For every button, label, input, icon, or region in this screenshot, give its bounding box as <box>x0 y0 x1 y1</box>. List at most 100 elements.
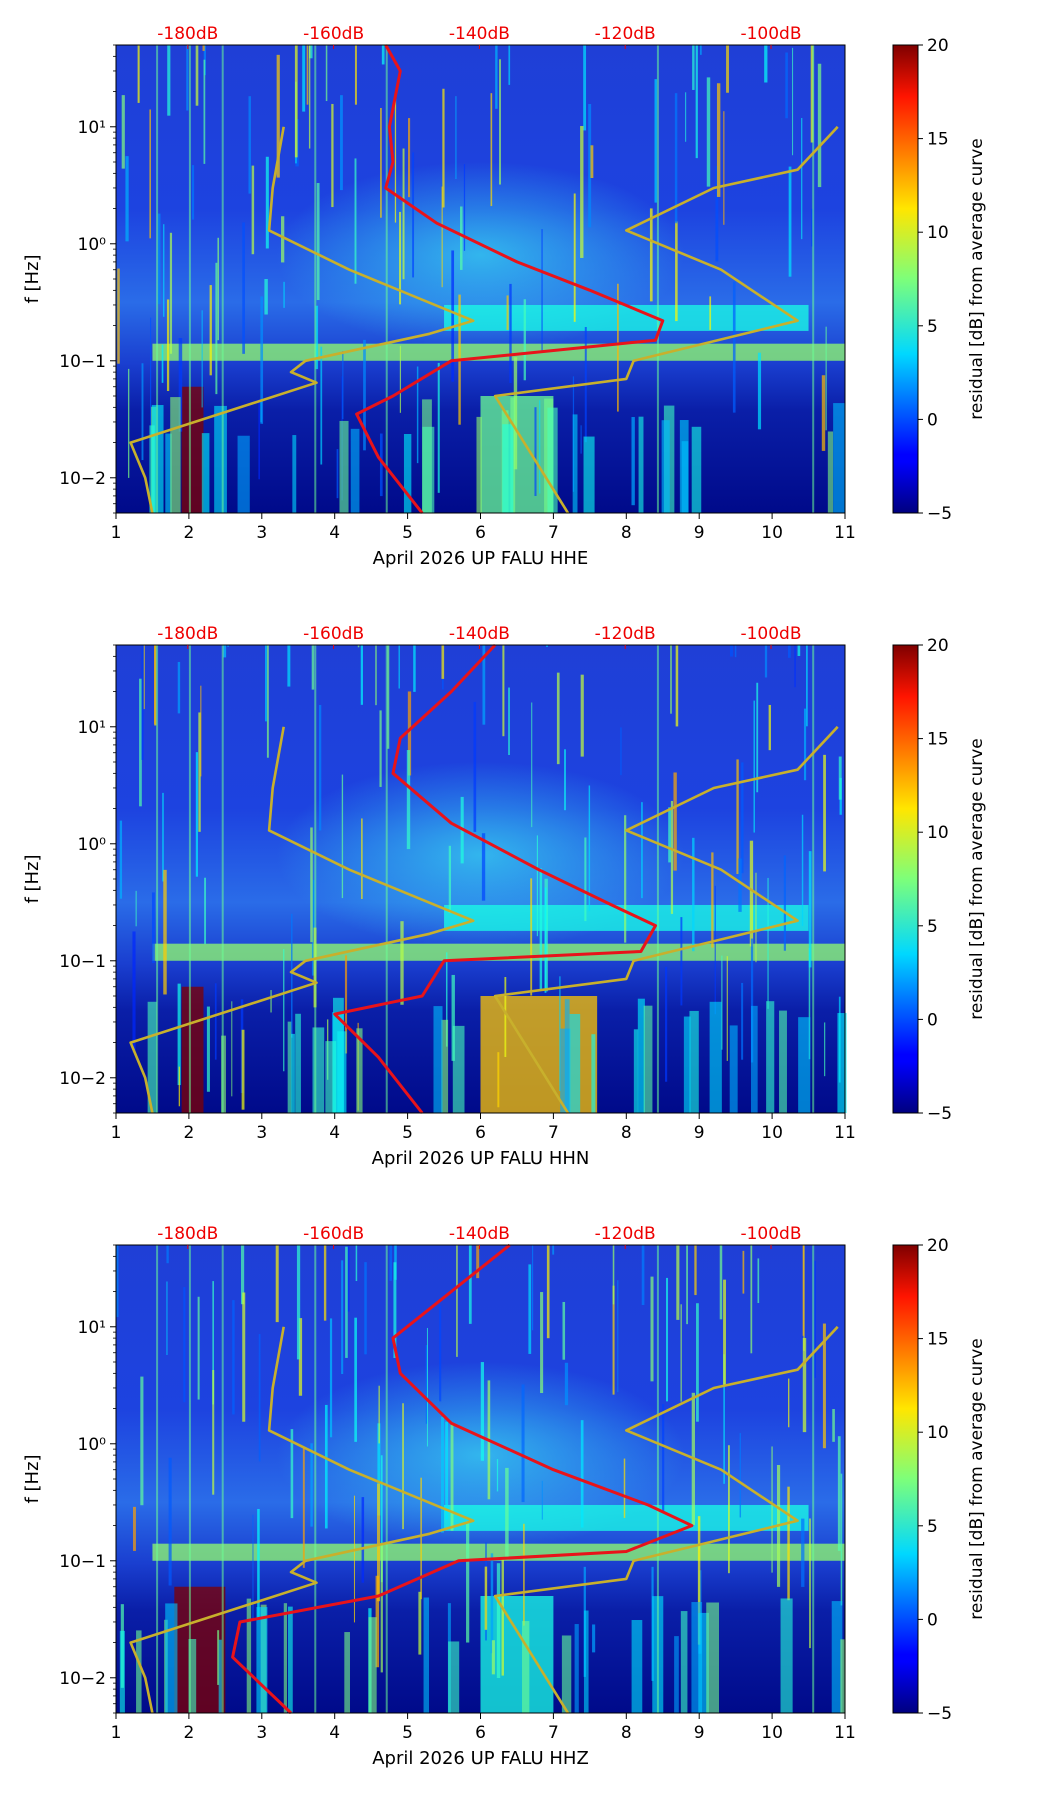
residual-streak <box>584 837 587 922</box>
residual-streak <box>750 1245 753 1354</box>
colorbar-tick-label: 0 <box>927 410 938 430</box>
residual-streak <box>473 701 477 832</box>
residual-streak <box>580 126 584 258</box>
lowfreq-column <box>476 416 482 513</box>
db-label: -100dB <box>740 1224 801 1244</box>
residual-streak <box>195 45 199 106</box>
residual-streak <box>264 279 268 315</box>
residual-streak <box>451 250 455 382</box>
residual-streak <box>803 708 807 781</box>
residual-streak <box>217 1630 220 1685</box>
residual-streak <box>441 645 445 679</box>
residual-streak <box>150 317 152 438</box>
lowfreq-column <box>637 998 645 1113</box>
y-axis-title: f [Hz] <box>22 254 43 303</box>
residual-streak <box>623 1458 626 1518</box>
residual-streak <box>315 305 319 370</box>
x-tick-label: 5 <box>402 1123 413 1143</box>
residual-streak <box>508 45 511 85</box>
residual-streak <box>588 104 592 228</box>
residual-streak <box>377 1483 381 1602</box>
x-tick-label: 4 <box>329 1123 340 1143</box>
colorbar-tick-label: 5 <box>927 1517 938 1537</box>
residual-streak <box>217 237 220 341</box>
residual-streak <box>215 262 218 395</box>
y-axis-title: f [Hz] <box>22 854 43 903</box>
residual-streak <box>169 232 173 354</box>
lowfreq-column <box>779 1010 787 1113</box>
residual-band <box>174 1586 226 1713</box>
lowfreq-column <box>698 1612 709 1713</box>
residual-streak <box>375 1575 380 1668</box>
persistent-line <box>314 645 317 1113</box>
residual-streak <box>399 211 402 305</box>
residual-streak <box>460 206 463 270</box>
residual-streak <box>341 774 344 899</box>
residual-streak <box>788 1378 790 1428</box>
lowfreq-column <box>631 1620 643 1713</box>
colorbar-tick-label: 0 <box>927 1610 938 1630</box>
db-label: -100dB <box>740 24 801 44</box>
residual-streak <box>223 645 227 658</box>
residual-streak <box>167 45 171 116</box>
lowfreq-column <box>290 1033 295 1113</box>
residual-streak <box>714 885 716 1015</box>
residual-streak <box>242 1292 246 1422</box>
lowfreq-column <box>368 1617 377 1713</box>
residual-streak <box>399 345 402 413</box>
spectrogram-panel-2: 1 2 3 4 5 6 7 8 9 10 11 10−2 10−1 10⁰ 10¹ -180dB -160dB -… <box>22 624 987 1169</box>
x-tick-label: 3 <box>256 1123 267 1143</box>
residual-streak <box>649 208 653 302</box>
lowfreq-column <box>633 1029 639 1113</box>
lowfreq-column <box>689 1010 699 1113</box>
colorbar-tick-label: 10 <box>927 823 949 843</box>
residual-streak <box>354 158 357 284</box>
residual-streak <box>379 433 383 497</box>
residual-streak <box>559 976 561 1091</box>
x-tick-label: 3 <box>256 1723 267 1743</box>
residual-streak <box>275 1245 279 1323</box>
residual-streak <box>723 1279 726 1385</box>
residual-band <box>181 386 204 513</box>
x-tick-label: 5 <box>402 1723 413 1743</box>
lowfreq-column <box>679 420 689 513</box>
persistent-line <box>314 45 317 513</box>
x-tick-label: 8 <box>621 523 632 543</box>
residual-streak <box>771 1446 773 1573</box>
x-tick-label: 10 <box>761 1723 783 1743</box>
residual-streak <box>822 1323 826 1449</box>
lowfreq-column <box>661 420 670 513</box>
residual-streak <box>240 1245 245 1305</box>
lowfreq-column <box>591 1034 596 1113</box>
residual-streak <box>544 887 547 993</box>
residual-streak <box>709 296 712 330</box>
lowfreq-column <box>149 425 155 513</box>
lowfreq-column <box>170 397 181 513</box>
residual-streak <box>546 1245 550 1339</box>
residual-streak <box>450 1422 454 1531</box>
colorbar-tick-label: −5 <box>927 504 952 524</box>
persistent-line <box>188 45 191 513</box>
lowfreq-column <box>766 1001 775 1113</box>
persistent-line <box>812 1245 815 1713</box>
lowfreq-column <box>288 1606 293 1713</box>
residual-streak <box>723 1354 725 1484</box>
y-tick-label: 10⁰ <box>78 1435 107 1455</box>
residual-band <box>181 986 204 1113</box>
residual-streak <box>389 1245 393 1281</box>
x-tick-label: 1 <box>111 523 122 543</box>
residual-streak <box>810 45 814 143</box>
lowfreq-column <box>119 1630 125 1713</box>
colorbar <box>892 1244 919 1714</box>
residual-streak <box>378 1385 380 1444</box>
residual-streak <box>336 449 339 499</box>
residual-streak <box>674 93 678 224</box>
residual-band <box>444 1504 809 1531</box>
residual-streak <box>248 96 251 194</box>
persistent-line <box>385 45 388 513</box>
residual-streak <box>552 1245 555 1255</box>
residual-streak <box>166 1245 169 1264</box>
x-tick-label: 11 <box>834 1123 856 1143</box>
x-tick-label: 6 <box>475 1123 486 1143</box>
lowfreq-column <box>706 1602 720 1713</box>
